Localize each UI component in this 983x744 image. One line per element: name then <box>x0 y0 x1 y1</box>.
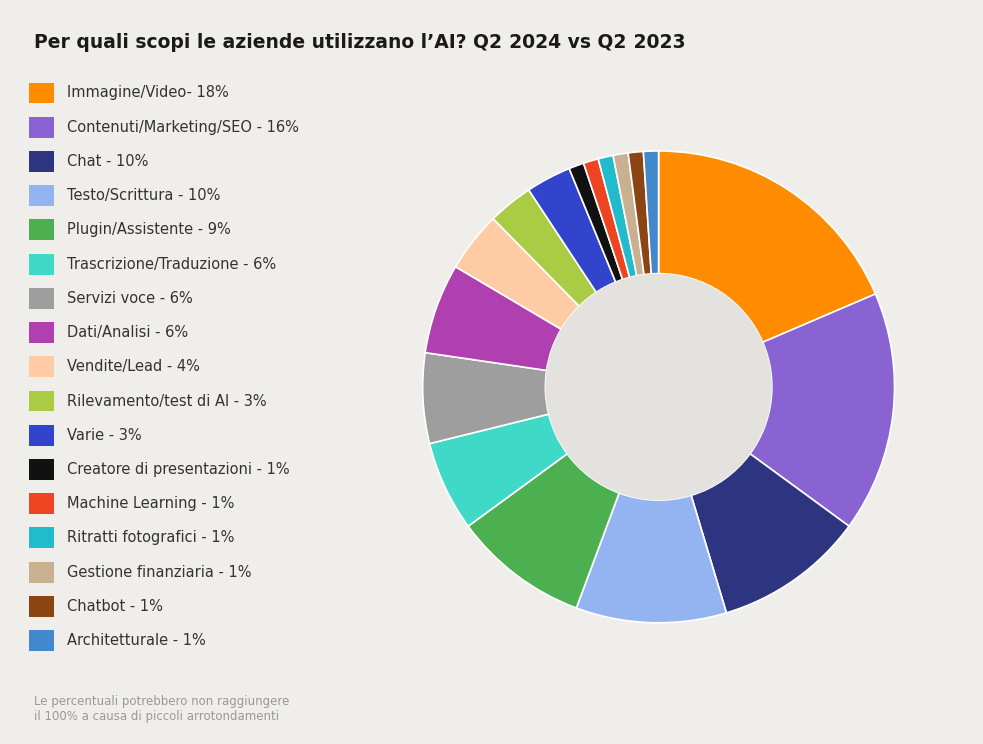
Wedge shape <box>599 155 637 278</box>
Text: Rilevamento/test di Al - 3%: Rilevamento/test di Al - 3% <box>67 394 266 408</box>
Text: Creatore di presentazioni - 1%: Creatore di presentazioni - 1% <box>67 462 289 477</box>
Text: Contenuti/Marketing/SEO - 16%: Contenuti/Marketing/SEO - 16% <box>67 120 299 135</box>
Wedge shape <box>643 151 659 274</box>
Wedge shape <box>576 493 726 623</box>
Text: Plugin/Assistente - 9%: Plugin/Assistente - 9% <box>67 222 231 237</box>
Circle shape <box>546 274 772 500</box>
Text: Immagine/Video- 18%: Immagine/Video- 18% <box>67 86 229 100</box>
Wedge shape <box>628 152 652 275</box>
Text: Servizi voce - 6%: Servizi voce - 6% <box>67 291 193 306</box>
Text: Gestione finanziaria - 1%: Gestione finanziaria - 1% <box>67 565 252 580</box>
Wedge shape <box>659 151 876 342</box>
Text: Machine Learning - 1%: Machine Learning - 1% <box>67 496 234 511</box>
Wedge shape <box>613 153 644 276</box>
Text: Ritratti fotografici - 1%: Ritratti fotografici - 1% <box>67 530 234 545</box>
Wedge shape <box>750 294 895 526</box>
Text: Testo/Scrittura - 10%: Testo/Scrittura - 10% <box>67 188 220 203</box>
Text: Chat - 10%: Chat - 10% <box>67 154 148 169</box>
Wedge shape <box>493 190 597 307</box>
Wedge shape <box>423 353 549 443</box>
Text: Vendite/Lead - 4%: Vendite/Lead - 4% <box>67 359 200 374</box>
Text: Chatbot - 1%: Chatbot - 1% <box>67 599 163 614</box>
Wedge shape <box>468 454 619 608</box>
Text: Le percentuali potrebbero non raggiungere
il 100% a causa di piccoli arrotondame: Le percentuali potrebbero non raggiunger… <box>34 695 290 723</box>
Wedge shape <box>569 163 622 282</box>
Text: Trascrizione/Traduzione - 6%: Trascrizione/Traduzione - 6% <box>67 257 276 272</box>
Wedge shape <box>584 158 629 280</box>
Wedge shape <box>430 414 567 526</box>
Text: Per quali scopi le aziende utilizzano l’AI? Q2 2024 vs Q2 2023: Per quali scopi le aziende utilizzano l’… <box>34 33 686 53</box>
Text: Architetturale - 1%: Architetturale - 1% <box>67 633 205 648</box>
Wedge shape <box>455 219 579 329</box>
Wedge shape <box>426 266 561 371</box>
Text: Dati/Analisi - 6%: Dati/Analisi - 6% <box>67 325 188 340</box>
Wedge shape <box>529 169 615 292</box>
Text: Varie - 3%: Varie - 3% <box>67 428 142 443</box>
Wedge shape <box>691 454 849 613</box>
